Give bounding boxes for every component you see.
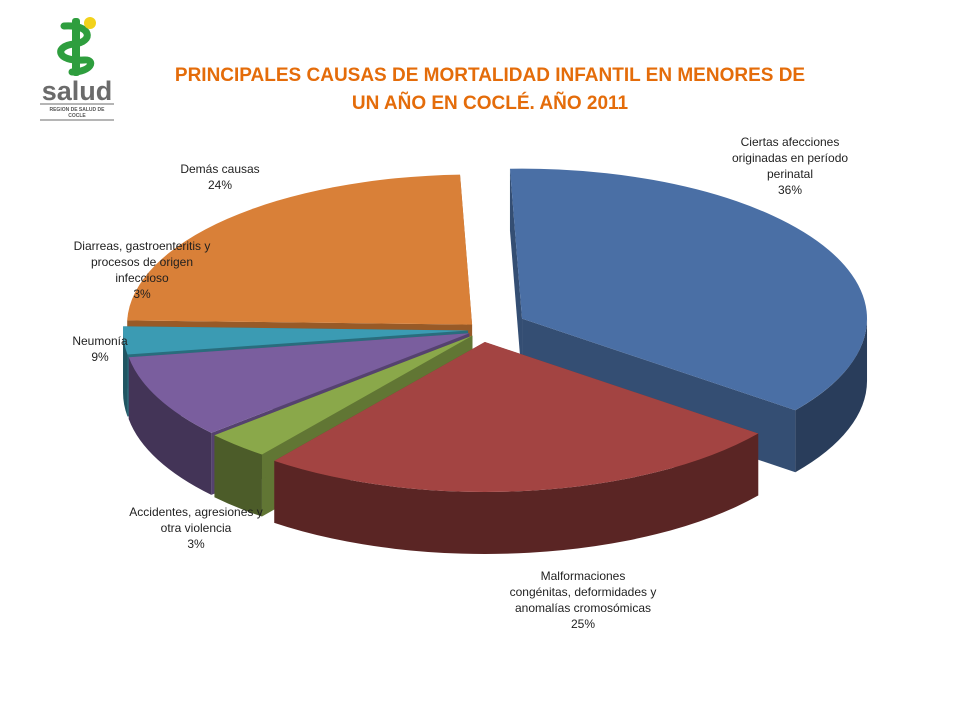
slice-diarreas-rim	[123, 330, 128, 417]
slice-perinatal-wall-start	[509, 168, 523, 381]
logo-subtitle-2: COCLE	[68, 113, 86, 119]
slice-accidentes-rim	[214, 435, 262, 517]
label-diarreas-line-2: procesos de origen	[90, 255, 194, 269]
slice-accidentes-wall-end	[214, 335, 473, 498]
label-demas-causas-line-1: Demás causas	[180, 162, 260, 176]
label-malformaciones-line-1: Malformaciones	[540, 569, 626, 583]
title-line-1: PRINCIPALES CAUSAS DE MORTALIDAD INFANTI…	[174, 65, 806, 86]
slice-malformaciones-rim	[274, 433, 759, 554]
title-line-2: UN AÑO EN COCLÉ. AÑO 2011	[351, 93, 629, 114]
slice-neumonia-rim	[128, 357, 212, 495]
label-accidentes-line-1: Accidentes, agresiones y	[129, 505, 263, 519]
label-perinatal-line-1: Ciertas afecciones	[740, 135, 840, 149]
slice-perinatal-rim	[795, 318, 868, 473]
label-neumonia-line-1: Neumonía	[72, 334, 128, 348]
slice-perinatal-top	[509, 168, 868, 411]
slice-diarreas-top	[123, 326, 469, 355]
snake-emblem-icon	[57, 17, 96, 76]
label-demas-causas-pct: 24%	[207, 178, 233, 192]
label-diarreas-pct: 3%	[133, 287, 151, 301]
slice-demas-causas-top	[127, 174, 473, 325]
logo-word: salud	[42, 76, 113, 106]
label-diarreas-line-3: infeccioso	[115, 271, 169, 285]
label-accidentes: Accidentes, agresiones y otra violencia …	[108, 504, 284, 552]
label-perinatal-line-2: originadas en período	[731, 151, 849, 165]
label-accidentes-pct: 3%	[187, 537, 205, 551]
label-accidentes-line-2: otra violencia	[160, 521, 232, 535]
slice-neumonia-top	[128, 333, 470, 433]
label-malformaciones-line-2: congénitas, deformidades y	[509, 585, 657, 599]
slice-accidentes-top	[214, 335, 473, 455]
logo-subtitle-1: REGION DE SALUD DE	[49, 107, 105, 113]
label-malformaciones-pct: 25%	[570, 617, 596, 631]
slice-malformaciones-top	[274, 341, 759, 492]
label-perinatal: Ciertas afecciones originadas en período…	[700, 134, 880, 198]
label-perinatal-line-3: perinatal	[766, 167, 814, 181]
label-diarreas: Diarreas, gastroenteritis y procesos de …	[52, 238, 232, 302]
page-title: PRINCIPALES CAUSAS DE MORTALIDAD INFANTI…	[150, 62, 830, 118]
salud-logo: salud REGION DE SALUD DE COCLE	[40, 17, 114, 121]
label-neumonia: Neumonía 9%	[56, 333, 144, 365]
label-demas-causas: Demás causas 24%	[160, 161, 280, 193]
label-diarreas-line-1: Diarreas, gastroenteritis y	[73, 239, 211, 253]
label-neumonia-pct: 9%	[91, 350, 109, 364]
label-malformaciones-line-3: anomalías cromosómicas	[514, 601, 652, 615]
label-malformaciones: Malformaciones congénitas, deformidades …	[488, 568, 678, 632]
label-perinatal-pct: 36%	[777, 183, 803, 197]
